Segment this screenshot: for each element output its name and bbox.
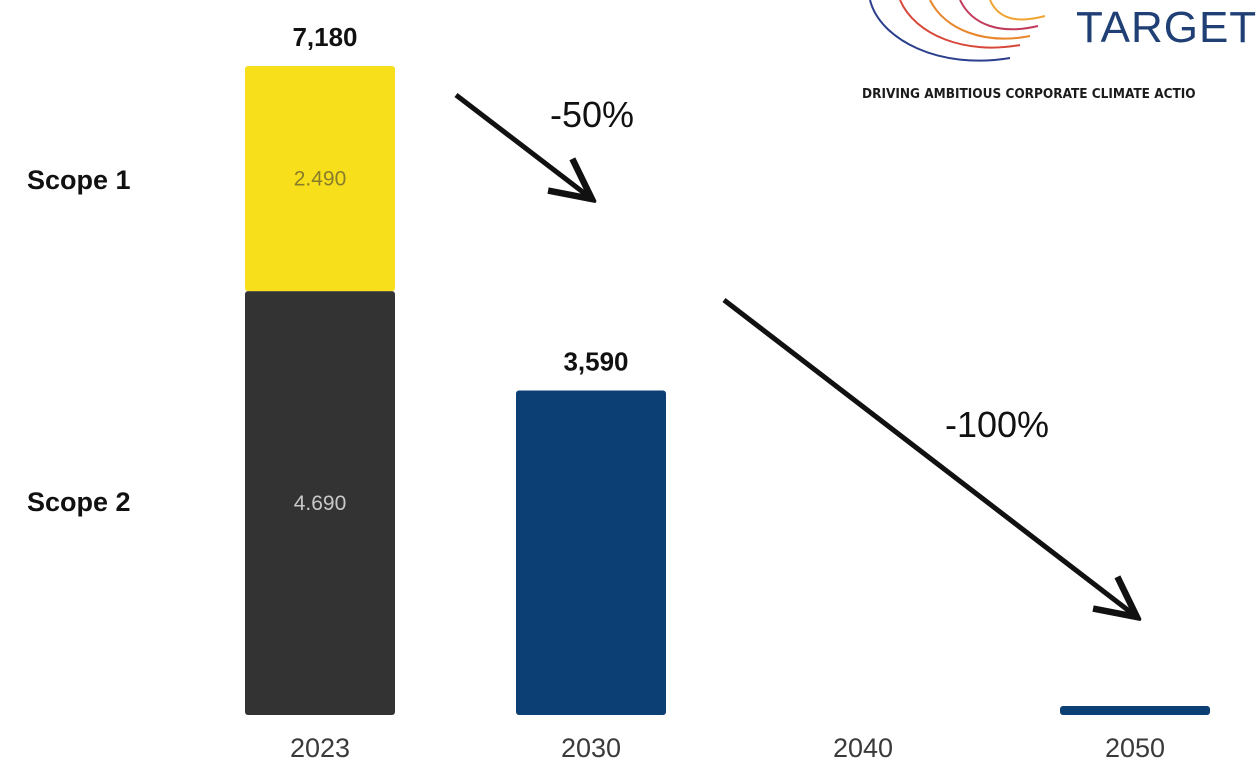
sbti-logo: TARGETS DRIVING AMBITIOUS CORPORATE CLIM…	[862, 0, 1258, 102]
x-tick-2050: 2050	[1105, 733, 1165, 760]
logo-text: TARGETS	[1076, 3, 1258, 52]
legend-scope-1: Scope 1	[27, 165, 131, 195]
x-tick-2030: 2030	[561, 733, 621, 760]
segment-label-2023-series-0: 4.690	[294, 492, 347, 515]
logo-swirl-icon	[869, 0, 1046, 62]
bar-2050-series-2	[1060, 705, 1210, 715]
logo-tagline: DRIVING AMBITIOUS CORPORATE CLIMATE ACTI…	[862, 86, 1196, 102]
reduction-arrow-100	[722, 298, 1133, 614]
x-tick-2023: 2023	[290, 733, 350, 760]
annotation-minus-50: -50%	[550, 94, 634, 135]
bar-2023-series-1	[245, 66, 395, 292]
annotation-minus-100: -100%	[945, 404, 1049, 445]
x-tick-2040: 2040	[833, 733, 893, 760]
legend-scope-2: Scope 2	[27, 487, 131, 517]
reduction-arrow-50	[454, 93, 588, 196]
bar-2023-series-0	[245, 291, 395, 715]
bar-2030-series-2	[516, 390, 666, 715]
total-label-2030: 3,590	[563, 347, 628, 377]
bars-layer	[245, 66, 1210, 715]
labels-layer: 4.690 2.490 7,180 2023 3,590 2030 2040 2050	[290, 22, 1165, 760]
total-label-2023: 7,180	[292, 22, 357, 52]
segment-label-2023-series-1: 2.490	[294, 168, 347, 191]
